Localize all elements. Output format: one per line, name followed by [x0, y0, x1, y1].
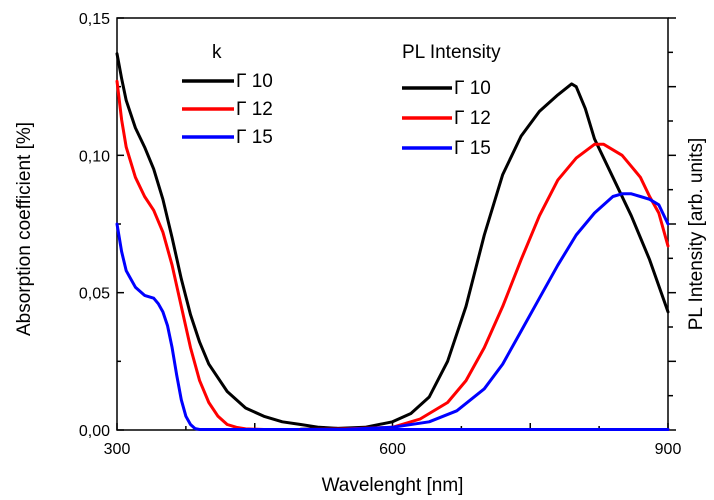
series-line-pl-5	[299, 192, 670, 431]
x-tick-label: 600	[379, 441, 406, 458]
x-tick-label: 300	[104, 441, 131, 458]
series-layer	[115, 52, 670, 431]
x-axis-title: Wavelenght [nm]	[322, 475, 464, 496]
legend-entry-label: Γ 12	[236, 99, 273, 120]
legend-entry-label: Γ 15	[454, 138, 491, 159]
y-axis-right-title: PL Intensity [arb. units]	[686, 138, 707, 331]
y-tick-label: 0,05	[79, 286, 110, 303]
x-tick-label: 900	[655, 441, 682, 458]
legend-title: k	[212, 42, 222, 63]
series-line-absorption-2	[115, 222, 670, 431]
y-tick-label: 0,10	[79, 148, 110, 165]
series-line-absorption-1	[115, 79, 670, 431]
ticks-layer: 300 600 900 0,00 0,05 0,10 0,15	[79, 11, 682, 458]
y-axis-left-title: Absorption coefficient [%]	[14, 122, 35, 336]
legend-entry-label: Γ 10	[454, 78, 491, 99]
legend-title: PL Intensity	[402, 42, 501, 63]
legend-layer: k Γ 10 Γ 12 Γ 15 PL Intensity Γ 10 Γ 12 Γ 15	[182, 42, 501, 159]
series-line-pl-3	[299, 82, 670, 431]
y-tick-label: 0,15	[79, 11, 110, 28]
legend-entry-label: Γ 10	[236, 71, 273, 92]
series-line-pl-4	[299, 142, 670, 431]
legend-entry-label: Γ 15	[236, 127, 273, 148]
y-tick-label: 0,00	[79, 423, 110, 440]
legend-entry-label: Γ 12	[454, 108, 491, 129]
